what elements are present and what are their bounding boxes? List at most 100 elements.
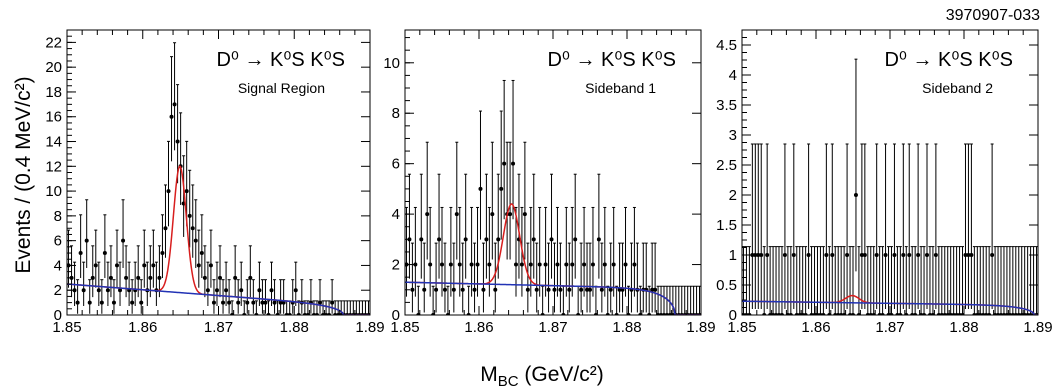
data-point [422,287,427,292]
data-point [448,262,453,267]
data-point [148,275,153,280]
data-point [859,253,864,257]
data-point [853,193,858,197]
data-point [437,237,442,242]
data-point [750,253,755,257]
data-point [570,262,575,267]
y-tick-label: 3 [729,127,737,144]
y-tick-label: 14 [45,134,62,151]
plot-panels: 1.85 1.86 1.87 1.88 1.890246810121416182022D… [45,29,1053,336]
data-point [617,287,622,292]
data-point [202,275,207,280]
data-point [193,238,198,243]
data-point [602,262,607,267]
data-point [874,253,879,257]
data-point [208,263,213,268]
data-point [136,275,141,280]
x-tick-label: 1.86 [801,319,830,336]
data-point [78,251,83,256]
data-point [511,161,516,166]
data-point [434,287,439,292]
data-point [590,262,595,267]
data-point [573,237,578,242]
y-tick-label: 2.5 [716,157,737,174]
data-point [892,253,897,257]
data-point [608,287,613,292]
data-point [221,300,226,305]
y-tick-label: 1 [729,247,737,264]
y-tick-label: 0 [392,307,400,324]
data-point [81,288,86,293]
panel-content [742,58,1038,315]
data-point [84,238,89,243]
signal-plus-background-fit-curve [405,203,701,315]
y-tick-label: 2 [729,187,737,204]
data-point [175,139,180,144]
data-point [588,287,592,292]
data-point [487,262,492,267]
y-tick-label: 0.5 [716,277,737,294]
data-point [460,287,465,292]
data-point [582,262,587,267]
data-point [543,262,548,267]
data-point [611,262,616,267]
data-point [845,253,850,257]
data-point [502,161,507,166]
data-point [499,186,504,191]
x-tick-label: 1.88 [280,319,309,336]
y-tick-label: 6 [392,156,400,173]
data-point [108,275,113,280]
x-tick-label: 1.85 [727,319,756,336]
data-point [623,262,628,267]
data-point [196,263,201,268]
data-point [160,251,165,256]
x-tick-label: 1.89 [686,319,715,336]
data-point [224,288,229,293]
data-point [579,287,584,292]
data-point [87,300,92,305]
y-tick-label: 2 [54,282,62,299]
data-point [481,287,486,292]
data-point [330,300,335,305]
y-tick-label: 10 [45,183,62,200]
y-tick-label: 8 [392,105,400,122]
data-point [525,287,530,292]
y-tick-label: 6 [54,233,62,250]
annotation-subtitle: Signal Region [238,80,325,96]
data-point [172,102,177,107]
panel-2: 1.85 1.86 1.87 1.88 1.89 0 2 4 6 8 10 D⁰ → K⁰S K⁰S S… [383,29,716,336]
annotation-title: D⁰ → K⁰S K⁰S [884,49,1013,71]
data-point [428,262,433,267]
x-tick-label: 1.85 [52,319,81,336]
data-point [824,253,829,257]
shared-x-axis-title: MBC (GeV/c²) [480,363,604,390]
data-point [269,288,274,293]
x-tick-label: 1.87 [875,319,904,336]
data-point [263,300,268,305]
data-point [496,237,501,242]
data-point [96,288,101,293]
data-point [75,300,80,305]
y-tick-label: 4 [729,67,737,84]
panel-1: 1.85 1.86 1.87 1.88 1.89 0 2 4 6 8 10 12 14 16 18 20 22 D… [45,29,385,336]
background-fit-curve [742,300,1038,315]
data-point [596,237,601,242]
data-point [102,251,107,256]
panel-3: 1.85 1.86 1.87 1.88 1.89 0 0.5 1 1.5 2 2.5 3 3.5 4 4.5… [716,29,1053,336]
data-point [169,114,174,119]
data-point [245,300,250,305]
x-tick-label: 1.89 [1023,319,1052,336]
x-tick-label: 1.85 [390,319,419,336]
data-point [257,288,262,293]
data-point [214,288,219,293]
data-point [519,262,524,267]
y-tick-label: 12 [45,158,62,175]
y-tick-label: 8 [54,208,62,225]
figure-id: 3970907-033 [946,7,1040,24]
data-point [163,226,168,231]
data-point [199,251,204,256]
data-point [248,275,253,280]
data-point [883,253,888,257]
data-point [318,300,323,305]
y-tick-label: 10 [383,55,400,72]
